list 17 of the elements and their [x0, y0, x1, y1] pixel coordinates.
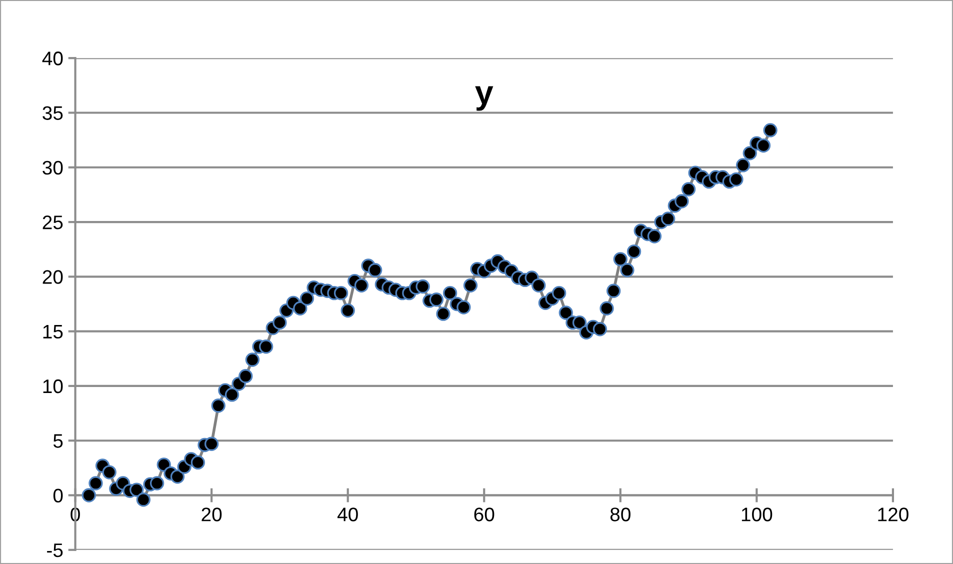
text: y: [475, 86, 494, 111]
y-tick-label: 40: [42, 52, 63, 66]
x-tick-label: 40: [337, 508, 358, 522]
x-tick-label: 20: [202, 508, 222, 522]
y-tick-label: 15: [43, 324, 63, 339]
y-tick-label: 10: [43, 379, 63, 394]
y-tick-label: 5: [53, 434, 63, 448]
x-tick-label: 80: [610, 508, 630, 522]
x-tick-label: 100: [742, 508, 772, 522]
x-tick-label: 60: [474, 508, 494, 522]
y-tick-label: -5: [47, 544, 63, 558]
y-tick-label: 35: [42, 106, 63, 120]
y-tick-label: 25: [42, 215, 63, 230]
x-tick-label: 120: [878, 508, 908, 522]
y-tick-label: 0: [53, 488, 63, 502]
y-tick-label: 30: [42, 160, 63, 175]
y-tick-label: 20: [42, 270, 63, 284]
